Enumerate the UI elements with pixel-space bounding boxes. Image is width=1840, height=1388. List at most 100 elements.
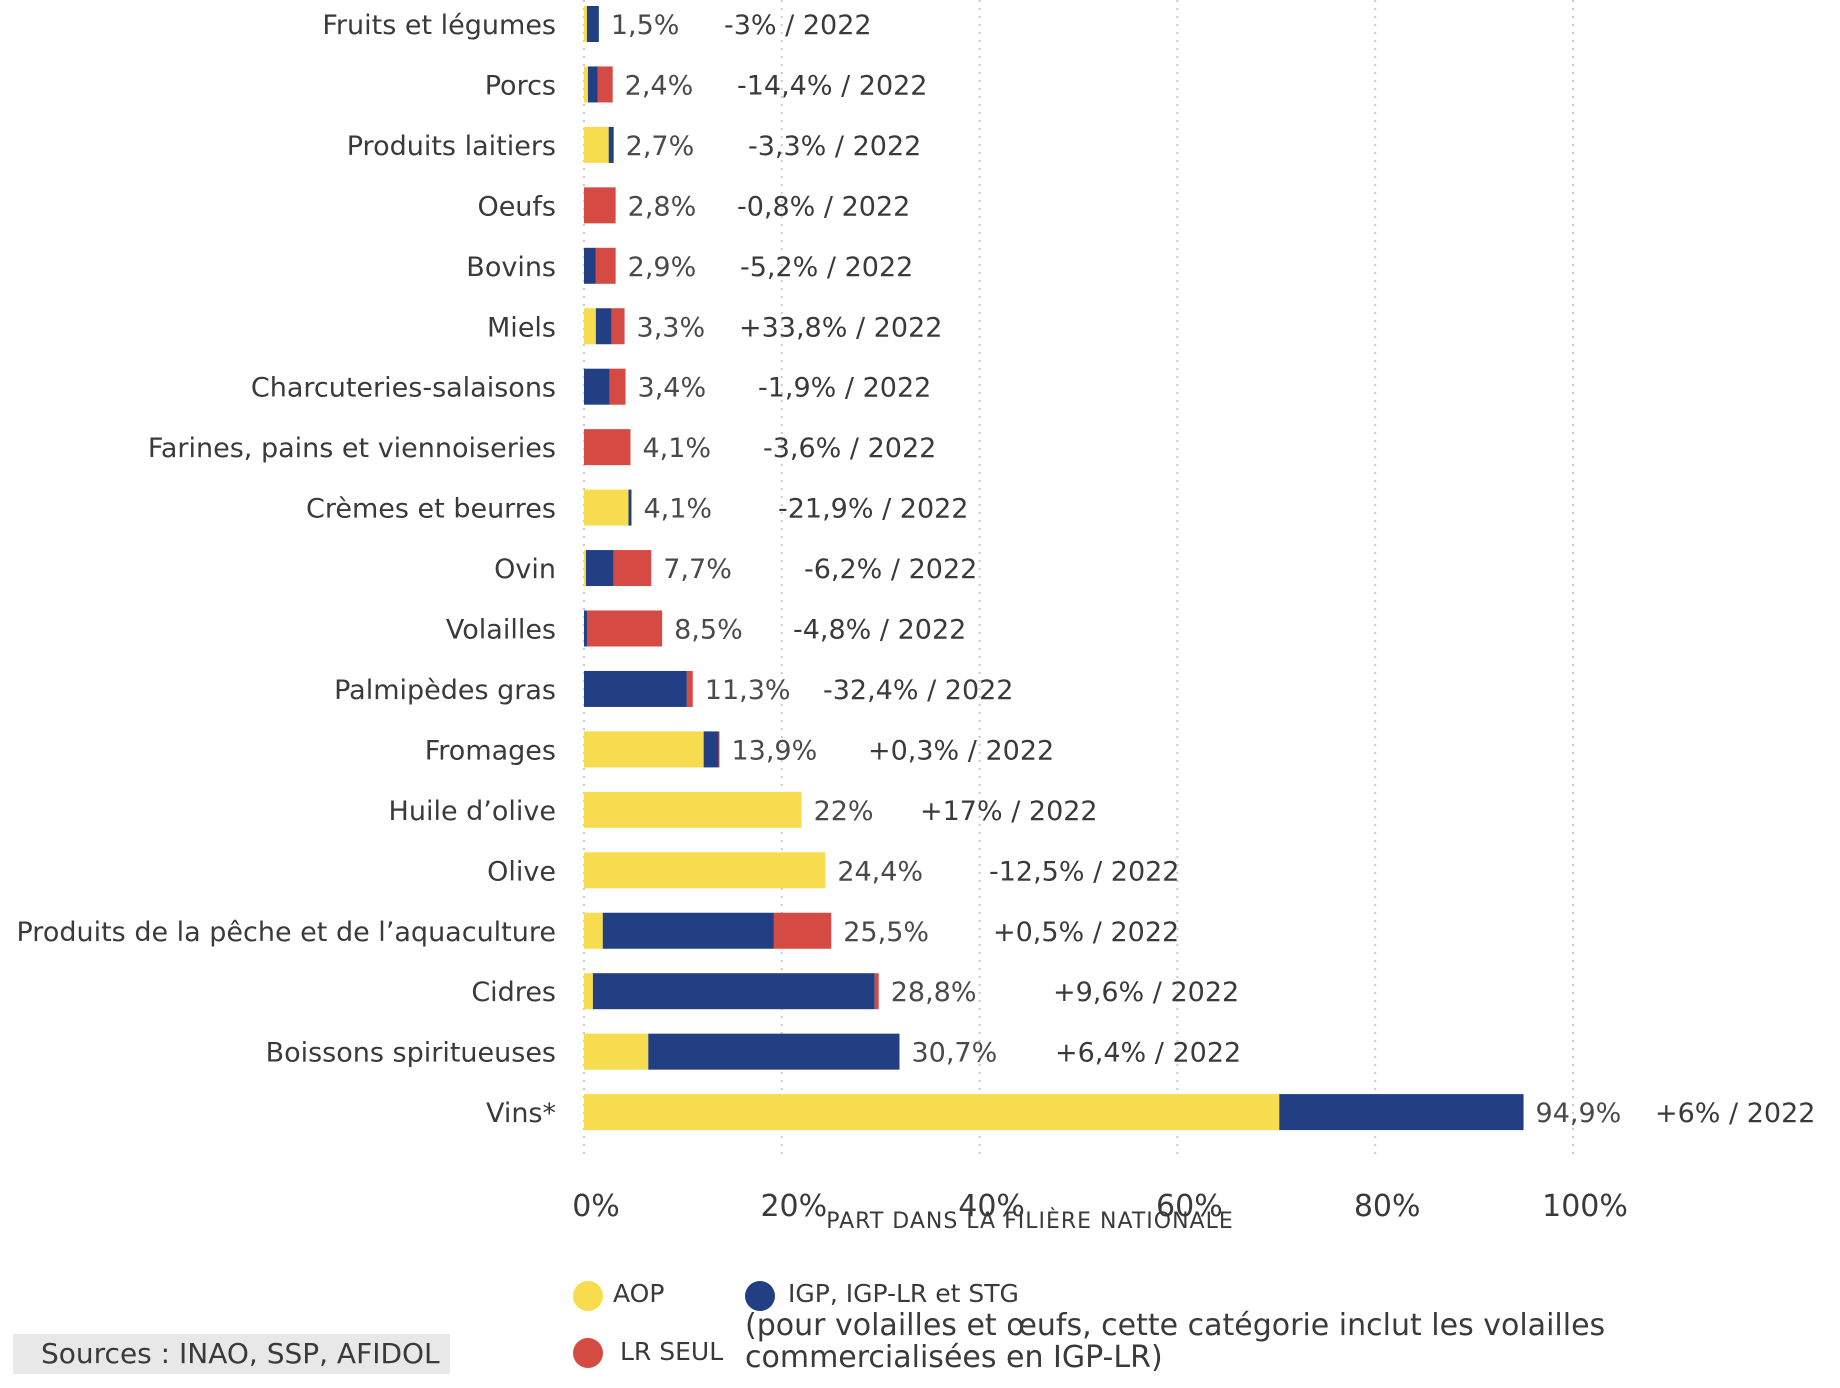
change-label: -3,6% / 2022	[763, 433, 936, 464]
bar-segment-aop	[584, 6, 587, 42]
bar-segment-lr	[773, 912, 832, 949]
total-label: 2,8%	[628, 191, 697, 222]
change-label: -1,9% / 2022	[758, 373, 931, 404]
change-label: -12,5% / 2022	[989, 856, 1180, 887]
category-label: Crèmes et beurres	[306, 494, 556, 525]
x-tick-label: 0%	[572, 1189, 620, 1224]
total-label: 2,9%	[628, 252, 697, 283]
category-label: Olive	[487, 856, 556, 887]
bar-segment-aop	[584, 912, 603, 949]
change-label: -21,9% / 2022	[778, 494, 969, 525]
x-tick-label: 20%	[760, 1189, 827, 1224]
total-label: 2,7%	[626, 131, 695, 162]
total-label: 3,4%	[638, 373, 707, 404]
bar-segment-igp	[1279, 1094, 1524, 1131]
category-label: Farines, pains et viennoiseries	[148, 433, 556, 464]
x-tick-label: 80%	[1354, 1189, 1421, 1224]
change-label: +17% / 2022	[920, 796, 1098, 827]
change-label: +0,3% / 2022	[868, 735, 1054, 766]
category-label: Miels	[487, 312, 556, 343]
total-label: 30,7%	[911, 1038, 997, 1069]
bar-segment-lr	[609, 368, 626, 405]
bars	[584, 6, 1524, 1131]
bar-segment-lr	[686, 670, 693, 707]
total-label: 3,3%	[637, 312, 706, 343]
total-label: 8,5%	[674, 615, 743, 646]
x-tick-label: 100%	[1542, 1189, 1628, 1224]
change-label: -32,4% / 2022	[823, 675, 1014, 706]
category-label: Vins*	[486, 1098, 556, 1129]
total-label: 25,5%	[843, 917, 929, 948]
legend-aop-label: AOP	[613, 1279, 665, 1308]
x-axis-title: PART DANS LA FILIÈRE NATIONALE	[826, 1208, 1234, 1234]
bar-segment-igp	[628, 489, 632, 526]
category-label: Cidres	[471, 977, 556, 1008]
bar-segment-igp	[587, 66, 598, 103]
bar-segment-lr	[595, 247, 616, 284]
category-label: Fruits et légumes	[322, 10, 556, 41]
bar-segment-lr	[874, 973, 879, 1010]
total-label: 94,9%	[1536, 1098, 1622, 1129]
change-label: +6% / 2022	[1655, 1098, 1815, 1129]
change-label: -5,2% / 2022	[740, 252, 913, 283]
bar-segment-lr	[597, 66, 613, 103]
total-label: 7,7%	[663, 554, 732, 585]
change-label: -14,4% / 2022	[737, 70, 928, 101]
legend-lr-dot	[573, 1338, 603, 1368]
bar-segment-aop	[584, 308, 596, 345]
bar-segment-igp	[586, 6, 599, 42]
total-label: 28,8%	[891, 977, 977, 1008]
bar-segment-aop	[584, 852, 826, 889]
bar-segment-igp	[608, 126, 614, 163]
change-label: -3% / 2022	[724, 10, 872, 41]
source-note: Sources : INAO, SSP, AFIDOL	[13, 1334, 450, 1374]
x-tick-label: 60%	[1156, 1189, 1223, 1224]
total-label: 4,1%	[643, 494, 712, 525]
category-label: Charcuteries-salaisons	[251, 373, 556, 404]
total-label: 2,4%	[625, 70, 694, 101]
change-label: +0,5% / 2022	[993, 917, 1179, 948]
total-label: 13,9%	[731, 735, 817, 766]
total-label: 4,1%	[642, 433, 711, 464]
legend-lr-label: LR SEUL	[620, 1337, 724, 1366]
legend-igp-label: IGP, IGP-LR et STG	[788, 1279, 1019, 1308]
category-label: Ovin	[494, 554, 556, 585]
bar-segment-igp	[592, 973, 875, 1010]
bar-segment-igp	[584, 610, 587, 647]
category-label: Porcs	[485, 70, 556, 101]
bar-segment-igp	[585, 550, 614, 587]
change-label: +9,6% / 2022	[1053, 977, 1239, 1008]
bar-segment-igp	[648, 1033, 900, 1070]
x-ticks: 0% 20% 40% 60% 80% 100%	[572, 1189, 1628, 1224]
labels: Fruits et légumes 1,5% -3% / 2022 Porcs 2,4%…	[17, 10, 1816, 1129]
category-label: Huile d’olive	[389, 796, 556, 827]
category-label: Produits de la pêche et de l’aquaculture	[17, 917, 557, 948]
grid-lines	[583, 0, 1574, 1155]
bar-segment-lr	[586, 610, 663, 647]
bar-segment-aop	[584, 1033, 649, 1070]
change-label: -0,8% / 2022	[737, 191, 910, 222]
change-label: +6,4% / 2022	[1055, 1038, 1241, 1069]
x-tick-label: 40%	[958, 1189, 1025, 1224]
category-label: Bovins	[466, 252, 556, 283]
change-label: -3,3% / 2022	[748, 131, 921, 162]
total-label: 22%	[814, 796, 874, 827]
bar-segment-aop	[584, 1094, 1280, 1131]
legend-aop-dot	[573, 1281, 603, 1311]
bar-segment-aop	[584, 791, 802, 828]
bar-segment-aop	[584, 489, 629, 526]
bar-segment-aop	[584, 973, 593, 1010]
bar-segment-lr	[611, 308, 625, 345]
bar-segment-lr	[584, 187, 616, 224]
bar-segment-aop	[584, 550, 586, 587]
category-label: Oeufs	[477, 191, 556, 222]
category-label: Boissons spiritueuses	[266, 1038, 556, 1069]
bar-segment-lr	[718, 731, 720, 768]
total-label: 11,3%	[705, 675, 791, 706]
change-label: -6,2% / 2022	[804, 554, 977, 585]
change-label: +33,8% / 2022	[739, 312, 942, 343]
category-label: Produits laitiers	[347, 131, 556, 162]
category-label: Palmipèdes gras	[334, 675, 556, 706]
total-label: 1,5%	[611, 10, 680, 41]
bar-segment-igp	[602, 912, 774, 949]
